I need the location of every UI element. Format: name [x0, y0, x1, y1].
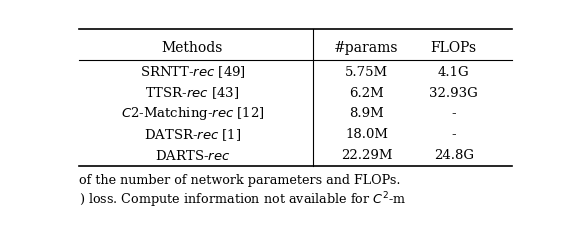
Text: 5.75M: 5.75M: [345, 65, 388, 78]
Text: FLOPs: FLOPs: [431, 41, 477, 55]
Text: SRNTT-$\mathit{rec}$ [49]: SRNTT-$\mathit{rec}$ [49]: [139, 64, 245, 80]
Text: DARTS-$\mathit{rec}$: DARTS-$\mathit{rec}$: [155, 148, 230, 162]
Text: 18.0M: 18.0M: [345, 128, 388, 141]
Text: $C$2-Matching-$\mathit{rec}$ [12]: $C$2-Matching-$\mathit{rec}$ [12]: [120, 105, 264, 122]
Text: 22.29M: 22.29M: [341, 149, 392, 161]
Text: -: -: [452, 128, 456, 141]
Text: -: -: [452, 107, 456, 120]
Text: Methods: Methods: [162, 41, 223, 55]
Text: #params: #params: [335, 41, 399, 55]
Text: 24.8G: 24.8G: [434, 149, 473, 161]
Text: of the number of network parameters and FLOPs.: of the number of network parameters and …: [79, 174, 400, 186]
Text: 8.9M: 8.9M: [349, 107, 384, 120]
Text: 32.93G: 32.93G: [429, 86, 478, 99]
Text: ) loss. Compute information not available for $C^2$-m: ) loss. Compute information not availabl…: [79, 190, 406, 209]
Text: DATSR-$\mathit{rec}$ [1]: DATSR-$\mathit{rec}$ [1]: [144, 126, 241, 142]
Text: TTSR-$\mathit{rec}$ [43]: TTSR-$\mathit{rec}$ [43]: [145, 85, 240, 101]
Text: 6.2M: 6.2M: [349, 86, 384, 99]
Text: 4.1G: 4.1G: [438, 65, 469, 78]
